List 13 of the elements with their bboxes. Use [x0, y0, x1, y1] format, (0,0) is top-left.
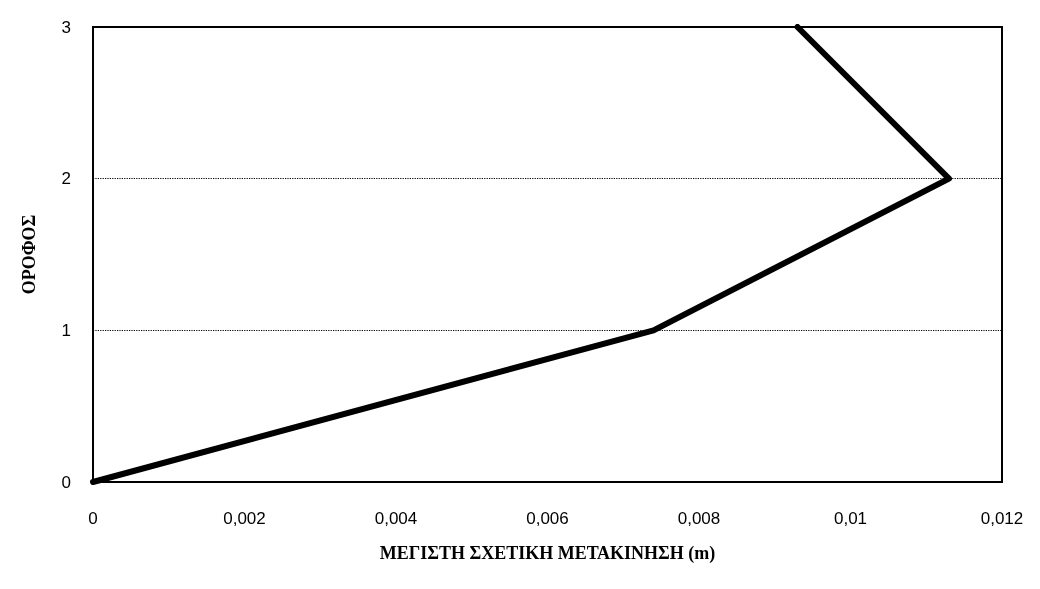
x-tick-label: 0,012 [980, 509, 1024, 528]
y-tick-label: 3 [61, 17, 71, 37]
x-tick-label: 0,008 [677, 509, 721, 528]
x-tick-label: 0,006 [526, 509, 569, 528]
y-tick-label: 2 [61, 169, 71, 189]
x-tick-label: 0,004 [374, 509, 418, 528]
y-axis-title: ΟΡΟΦΟΣ [19, 214, 39, 295]
x-tick-label: 0 [88, 509, 98, 528]
x-axis-title: ΜΕΓΙΣΤΗ ΣΧΕΤΙΚΗ ΜΕΤΑΚΙΝΗΣΗ (m) [379, 543, 716, 564]
x-tick-label: 0,01 [833, 509, 868, 528]
y-tick-label: 0 [61, 472, 71, 492]
y-tick-label: 1 [61, 320, 71, 340]
x-tick-label: 0,002 [223, 509, 266, 528]
